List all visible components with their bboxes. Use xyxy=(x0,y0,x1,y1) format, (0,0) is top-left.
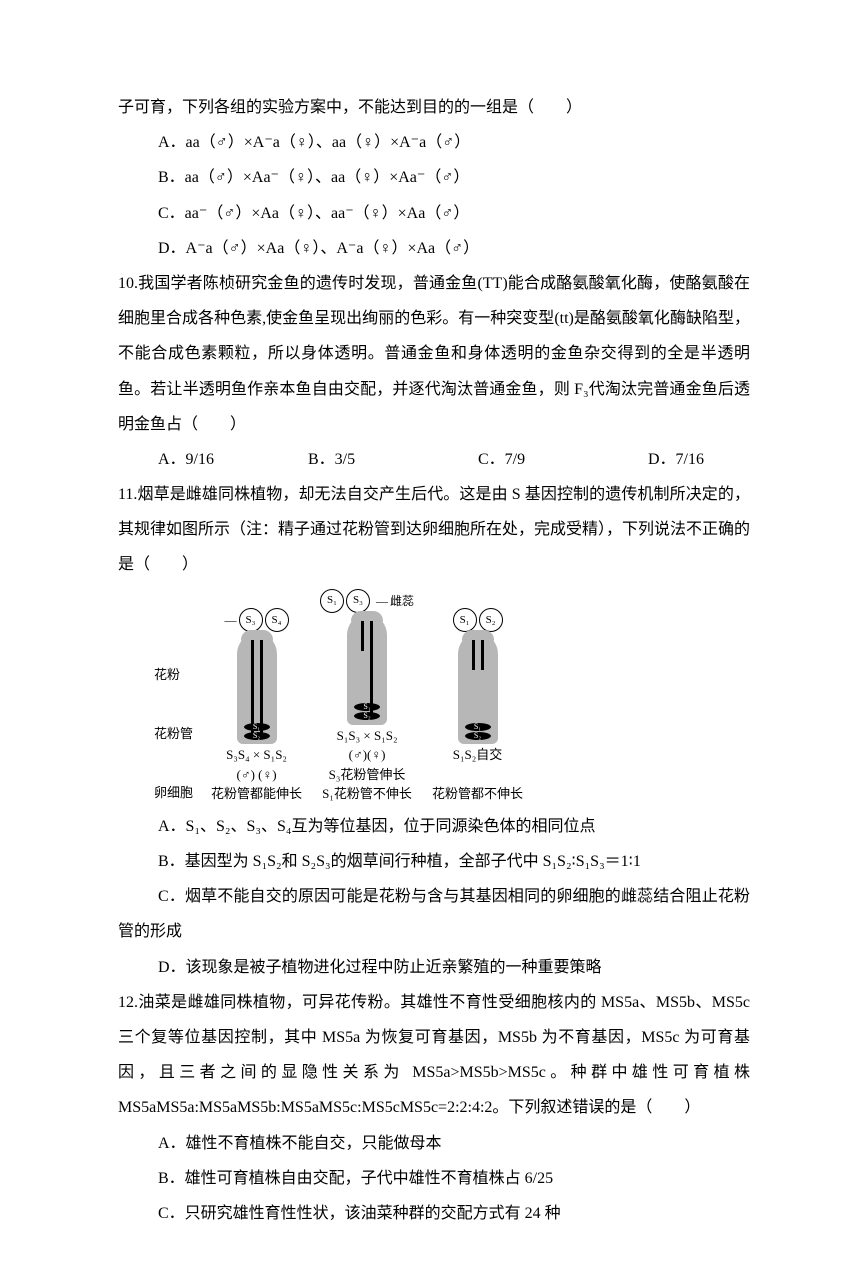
pollen-s4: S₄ xyxy=(265,608,289,632)
q10-option-b: B．3/5 xyxy=(308,442,478,477)
q12-option-b: B．雄性可育植株自由交配，子代中雄性不育植株占 6/25 xyxy=(118,1161,750,1196)
q10-text: 10.我国学者陈桢研究金鱼的遗传时发现，普通金鱼(TT)能合成酪氨酸氧化酶，使酪… xyxy=(118,266,750,442)
q9-option-a: A．aa（♂）×A⁻a（♀）、aa（♀）×A⁻a（♂） xyxy=(118,125,750,160)
q12-option-a: A．雄性不育植株不能自交，只能做母本 xyxy=(118,1126,750,1161)
cap1a: S₃S₄ × S₁S₂ xyxy=(226,746,287,764)
cap1b: (♂) (♀) xyxy=(236,766,276,784)
cap3a: S₁S₂自交 xyxy=(453,746,503,764)
q11-option-a: A．S₁、S₂、S₃、S₄互为等位基因，位于同源染色体的相同位点 xyxy=(118,809,750,844)
q12-option-c: C．只研究雄性育性性状，该油菜种群的交配方式有 24 种 xyxy=(118,1196,750,1231)
q12-text: 12.油菜是雌雄同株植物，可异花传粉。其雄性不育性受细胞核内的 MS5a、MS5… xyxy=(118,985,750,1126)
cap2a: S₁S₃ × S₁S₂ xyxy=(337,727,398,745)
q11-option-d: D．该现象是被子植物进化过程中防止近亲繁殖的一种重要策略 xyxy=(118,950,750,985)
q9-option-d: D．A⁻a（♂）×Aa（♀）、A⁻a（♀）×Aa（♂） xyxy=(118,231,750,266)
q9-option-b: B．aa（♂）×Aa⁻（♀）、aa（♀）×Aa⁻（♂） xyxy=(118,160,750,195)
pollen-s3b: S₃ xyxy=(346,589,370,613)
cap3c: 花粉管都不伸长 xyxy=(432,785,523,803)
q11-text: 11.烟草是雌雄同株植物，却无法自交产生后代。这是由 S 基因控制的遗传机制所决… xyxy=(118,477,750,583)
pollen-s1b: S₁ xyxy=(453,608,477,632)
label-tube: 花粉管 xyxy=(154,726,193,742)
q10-options: A．9/16 B．3/5 C．7/9 D．7/16 xyxy=(118,442,750,477)
pollen-s2: S₂ xyxy=(479,608,503,632)
q9-intro: 子可育，下列各组的实验方案中，不能达到目的的一组是（ ） xyxy=(118,90,750,125)
q11-diagram: 花粉 花粉管 卵细胞 — S₃ S₄ S₁ S₂ S₃S₄ × S₁S₂ (♂)… xyxy=(154,589,750,803)
q10-option-c: C．7/9 xyxy=(478,442,648,477)
pistil-1: — S₃ S₄ S₁ S₂ S₃S₄ × S₁S₂ (♂) (♀) 花粉管都能伸… xyxy=(211,608,302,803)
cap2c: S₃花粉管伸长 xyxy=(329,766,406,784)
label-stigma: 雌蕊 xyxy=(390,593,414,609)
label-pollen: 花粉 xyxy=(154,667,193,683)
cap2b: (♂)(♀) xyxy=(349,746,386,764)
pollen-s3: S₃ xyxy=(239,608,263,632)
pistil-2: S₁ S₃ — 雌蕊 S₁ S₂ S₁S₃ × S₁S₂ (♂)(♀) S₃花粉… xyxy=(320,589,414,803)
pistil-3: S₁ S₂ S₁ S₂ S₁S₂自交 花粉管都不伸长 xyxy=(432,608,523,803)
diagram-left-labels: 花粉 花粉管 卵细胞 xyxy=(154,667,193,803)
pollen-s1: S₁ xyxy=(320,589,344,613)
cap1c: 花粉管都能伸长 xyxy=(211,785,302,803)
q11-option-c: C．烟草不能自交的原因可能是花粉与含与其基因相同的卵细胞的雌蕊结合阻止花粉管的形… xyxy=(118,879,750,949)
q9-option-c: C．aa⁻（♂）×Aa（♀）、aa⁻（♀）×Aa（♂） xyxy=(118,196,750,231)
q10-option-d: D．7/16 xyxy=(648,442,704,477)
q11-option-b: B．基因型为 S₁S₂和 S₂S₃的烟草间行种植，全部子代中 S₁S₂∶S₁S₃… xyxy=(118,844,750,879)
label-egg: 卵细胞 xyxy=(154,785,193,801)
q10-option-a: A．9/16 xyxy=(158,442,308,477)
cap2d: S₁花粉管不伸长 xyxy=(322,785,412,803)
